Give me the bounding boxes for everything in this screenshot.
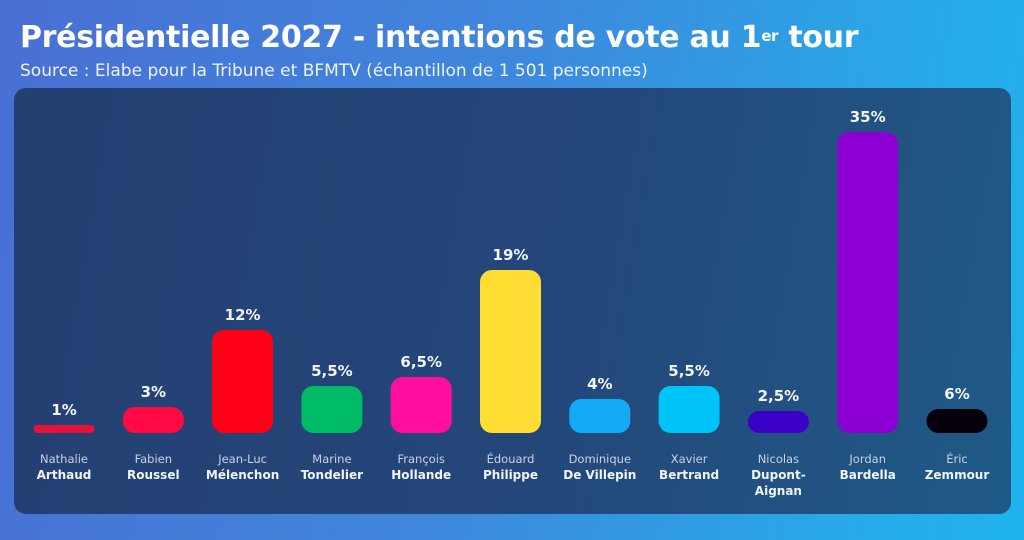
tick-label-first-name: Éric: [946, 451, 968, 466]
bar: [926, 409, 988, 433]
tick-label-first-name: Nicolas: [758, 452, 799, 466]
data-label: 12%: [225, 306, 261, 324]
bar-group: 5,5% Marine Tondelier: [301, 362, 363, 482]
bar-group: 6,5% François Hollande: [390, 353, 452, 482]
tick-label-last-name: Bertrand: [659, 468, 719, 482]
tick-label-first-name: Dominique: [569, 452, 631, 466]
tick-label-last-name: Mélenchon: [206, 468, 279, 482]
tick-label-first-name: Marine: [312, 452, 351, 466]
bar-group: 6% Éric Zemmour: [925, 385, 990, 482]
bar: [480, 270, 541, 433]
bar: [390, 377, 452, 433]
page-subtitle: Source : Elabe pour la Tribune et BFMTV …: [20, 61, 648, 81]
data-label: 6%: [944, 385, 969, 403]
bar-group: 12% Jean-Luc Mélenchon: [206, 306, 279, 482]
tick-label-first-name: Jean-Luc: [217, 452, 267, 466]
data-label: 6,5%: [400, 353, 442, 371]
bar: [33, 425, 95, 433]
data-label: 5,5%: [668, 362, 710, 380]
bar-group: 2,5% Nicolas Dupont- Aignan: [747, 387, 809, 498]
tick-label-last-name: Roussel: [127, 468, 180, 482]
tick-label-last-name: De Villepin: [563, 468, 636, 482]
bar: [569, 399, 631, 433]
tick-label-last-name: Hollande: [391, 468, 451, 482]
bar: [122, 407, 184, 433]
bar-group: 4% Dominique De Villepin: [563, 375, 636, 482]
data-label: 4%: [587, 375, 612, 393]
tick-label-last-name: Arthaud: [37, 468, 92, 482]
data-label: 2,5%: [758, 387, 800, 405]
data-label: 3%: [141, 383, 166, 401]
bar: [837, 132, 899, 433]
tick-label-last-name: Zemmour: [925, 468, 990, 482]
title-main: Présidentielle 2027 - intentions de vote…: [20, 20, 762, 55]
bar-group: 3% Fabien Roussel: [122, 383, 184, 482]
title-superscript: er: [761, 27, 779, 45]
data-label: 19%: [493, 246, 529, 264]
bar-group: 35% Jordan Bardella: [837, 108, 899, 482]
bar-group: 5,5% Xavier Bertrand: [658, 362, 720, 482]
bar: [212, 330, 274, 433]
tick-label-first-name: François: [398, 452, 445, 466]
tick-label-last-name: Tondelier: [301, 468, 363, 482]
bar: [658, 386, 720, 433]
tick-label-first-name: Édouard: [487, 451, 535, 466]
data-label: 1%: [51, 401, 76, 419]
tick-label-first-name: Xavier: [671, 452, 708, 466]
data-label: 35%: [850, 108, 886, 126]
page-title: Présidentielle 2027 - intentions de vote…: [20, 20, 859, 56]
tick-label-last-name: Bardella: [840, 468, 896, 482]
tick-label-last-name: Dupont-: [751, 468, 806, 482]
tick-label-first-name: Fabien: [135, 452, 172, 466]
bar: [747, 411, 809, 433]
bar-group: 1% Nathalie Arthaud: [33, 401, 95, 482]
bar-group: 19% Édouard Philippe: [480, 246, 541, 482]
tick-label-first-name: Jordan: [848, 452, 886, 466]
tick-label-last-name: Aignan: [755, 484, 802, 498]
bar: [301, 386, 363, 433]
tick-label-first-name: Nathalie: [40, 452, 88, 466]
title-end: tour: [778, 20, 859, 55]
tick-label-last-name: Philippe: [483, 468, 538, 482]
data-label: 5,5%: [311, 362, 353, 380]
